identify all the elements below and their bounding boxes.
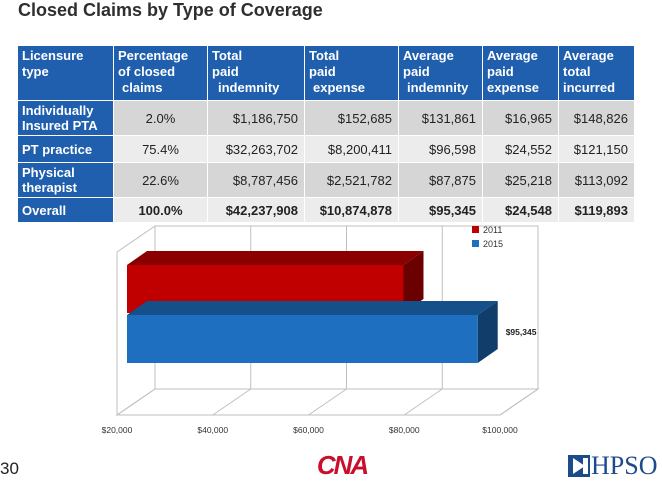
x-gridline-floor	[116, 388, 156, 416]
hpso-mark-icon	[568, 455, 590, 477]
cell-total-indemnity: $1,186,750	[207, 100, 305, 136]
row-label: PT practice	[17, 135, 114, 163]
x-gridline-floor	[403, 388, 443, 416]
hpso-logo-text: HPSO	[591, 451, 658, 480]
x-tick-label: $100,000	[482, 425, 518, 435]
bar-top-2015	[127, 301, 498, 315]
cell-pct: 75.4%	[113, 135, 208, 163]
bar-2015	[127, 315, 478, 363]
cell-avg-incurred: $148,826	[558, 100, 635, 136]
table-row: PT practice 75.4% $32,263,702 $8,200,411…	[17, 135, 635, 163]
table-row: Overall 100.0% $42,237,908 $10,874,878 $…	[17, 197, 635, 223]
x-gridline-floor	[499, 388, 539, 416]
cell-total-indemnity: $32,263,702	[207, 135, 305, 163]
header-licensure-type: Licensure type	[17, 45, 114, 101]
cell-total-indemnity: $42,237,908	[207, 197, 305, 223]
cell-avg-expense: $25,218	[482, 162, 559, 198]
cell-avg-expense: $24,548	[482, 197, 559, 223]
header-average-paid-expense: Average paid expense	[482, 45, 559, 101]
data-label-2015: $95,345	[506, 327, 537, 337]
table-row: Individually Insured PTA 2.0% $1,186,750 …	[17, 100, 635, 136]
bar-top-2011	[127, 251, 424, 265]
header-total-paid-expense: Total paid expense	[304, 45, 399, 101]
x-gridline-floor	[308, 388, 347, 416]
legend-swatch-2015	[472, 240, 479, 247]
legend-label-2015: 2015	[483, 239, 503, 249]
table-row: Physical therapist 22.6% $8,787,456 $2,52…	[17, 162, 635, 198]
cell-avg-incurred: $119,893	[558, 197, 635, 223]
row-label: Physical therapist	[17, 162, 114, 198]
cell-total-expense: $10,874,878	[304, 197, 399, 223]
claims-table: Licensure type Percentage of closed claims …	[17, 45, 635, 223]
cell-avg-incurred: $113,092	[558, 162, 635, 198]
bar-end-2015	[477, 301, 498, 363]
bar-end-2011	[403, 251, 424, 313]
cell-total-expense: $2,521,782	[304, 162, 399, 198]
legend-swatch-2011	[472, 226, 479, 233]
x-tick-label: $20,000	[102, 425, 133, 435]
cell-avg-incurred: $121,150	[558, 135, 635, 163]
header-average-paid-indemnity: Average paid indemnity	[398, 45, 483, 101]
hpso-logo: HPSO	[568, 452, 657, 480]
cell-avg-indemnity: $95,345	[398, 197, 483, 223]
bar-chart: $20,000$40,000$60,000$80,000$100,000$79,…	[102, 225, 540, 435]
header-percentage-closed: Percentage of closed claims	[113, 45, 208, 101]
cell-total-expense: $152,685	[304, 100, 399, 136]
cell-avg-indemnity: $87,875	[398, 162, 483, 198]
cell-avg-indemnity: $96,598	[398, 135, 483, 163]
legend-label-2011: 2011	[483, 225, 502, 235]
x-tick-label: $80,000	[389, 425, 420, 435]
table-header-row: Licensure type Percentage of closed claims …	[17, 45, 635, 101]
cell-total-indemnity: $8,787,456	[207, 162, 305, 198]
cell-total-expense: $8,200,411	[304, 135, 399, 163]
chart-side-wall-top	[116, 225, 156, 253]
cell-pct: 100.0%	[113, 197, 208, 223]
cell-avg-expense: $16,965	[482, 100, 559, 136]
cell-avg-indemnity: $131,861	[398, 100, 483, 136]
row-label: Individually Insured PTA	[17, 100, 114, 136]
header-total-paid-indemnity: Total paid indemnity	[207, 45, 305, 101]
svg-text:CNA: CNA	[317, 452, 368, 478]
cell-pct: 2.0%	[113, 100, 208, 136]
x-tick-label: $40,000	[197, 425, 228, 435]
x-tick-label: $60,000	[293, 425, 324, 435]
page-title: Closed Claims by Type of Coverage	[18, 0, 323, 20]
cna-logo: CNA	[317, 452, 370, 478]
row-label: Overall	[17, 197, 114, 223]
page-number: 30	[0, 459, 19, 478]
cell-avg-expense: $24,552	[482, 135, 559, 163]
x-gridline-floor	[212, 388, 252, 416]
cell-pct: 22.6%	[113, 162, 208, 198]
header-average-total-incurred: Average total incurred	[558, 45, 635, 101]
